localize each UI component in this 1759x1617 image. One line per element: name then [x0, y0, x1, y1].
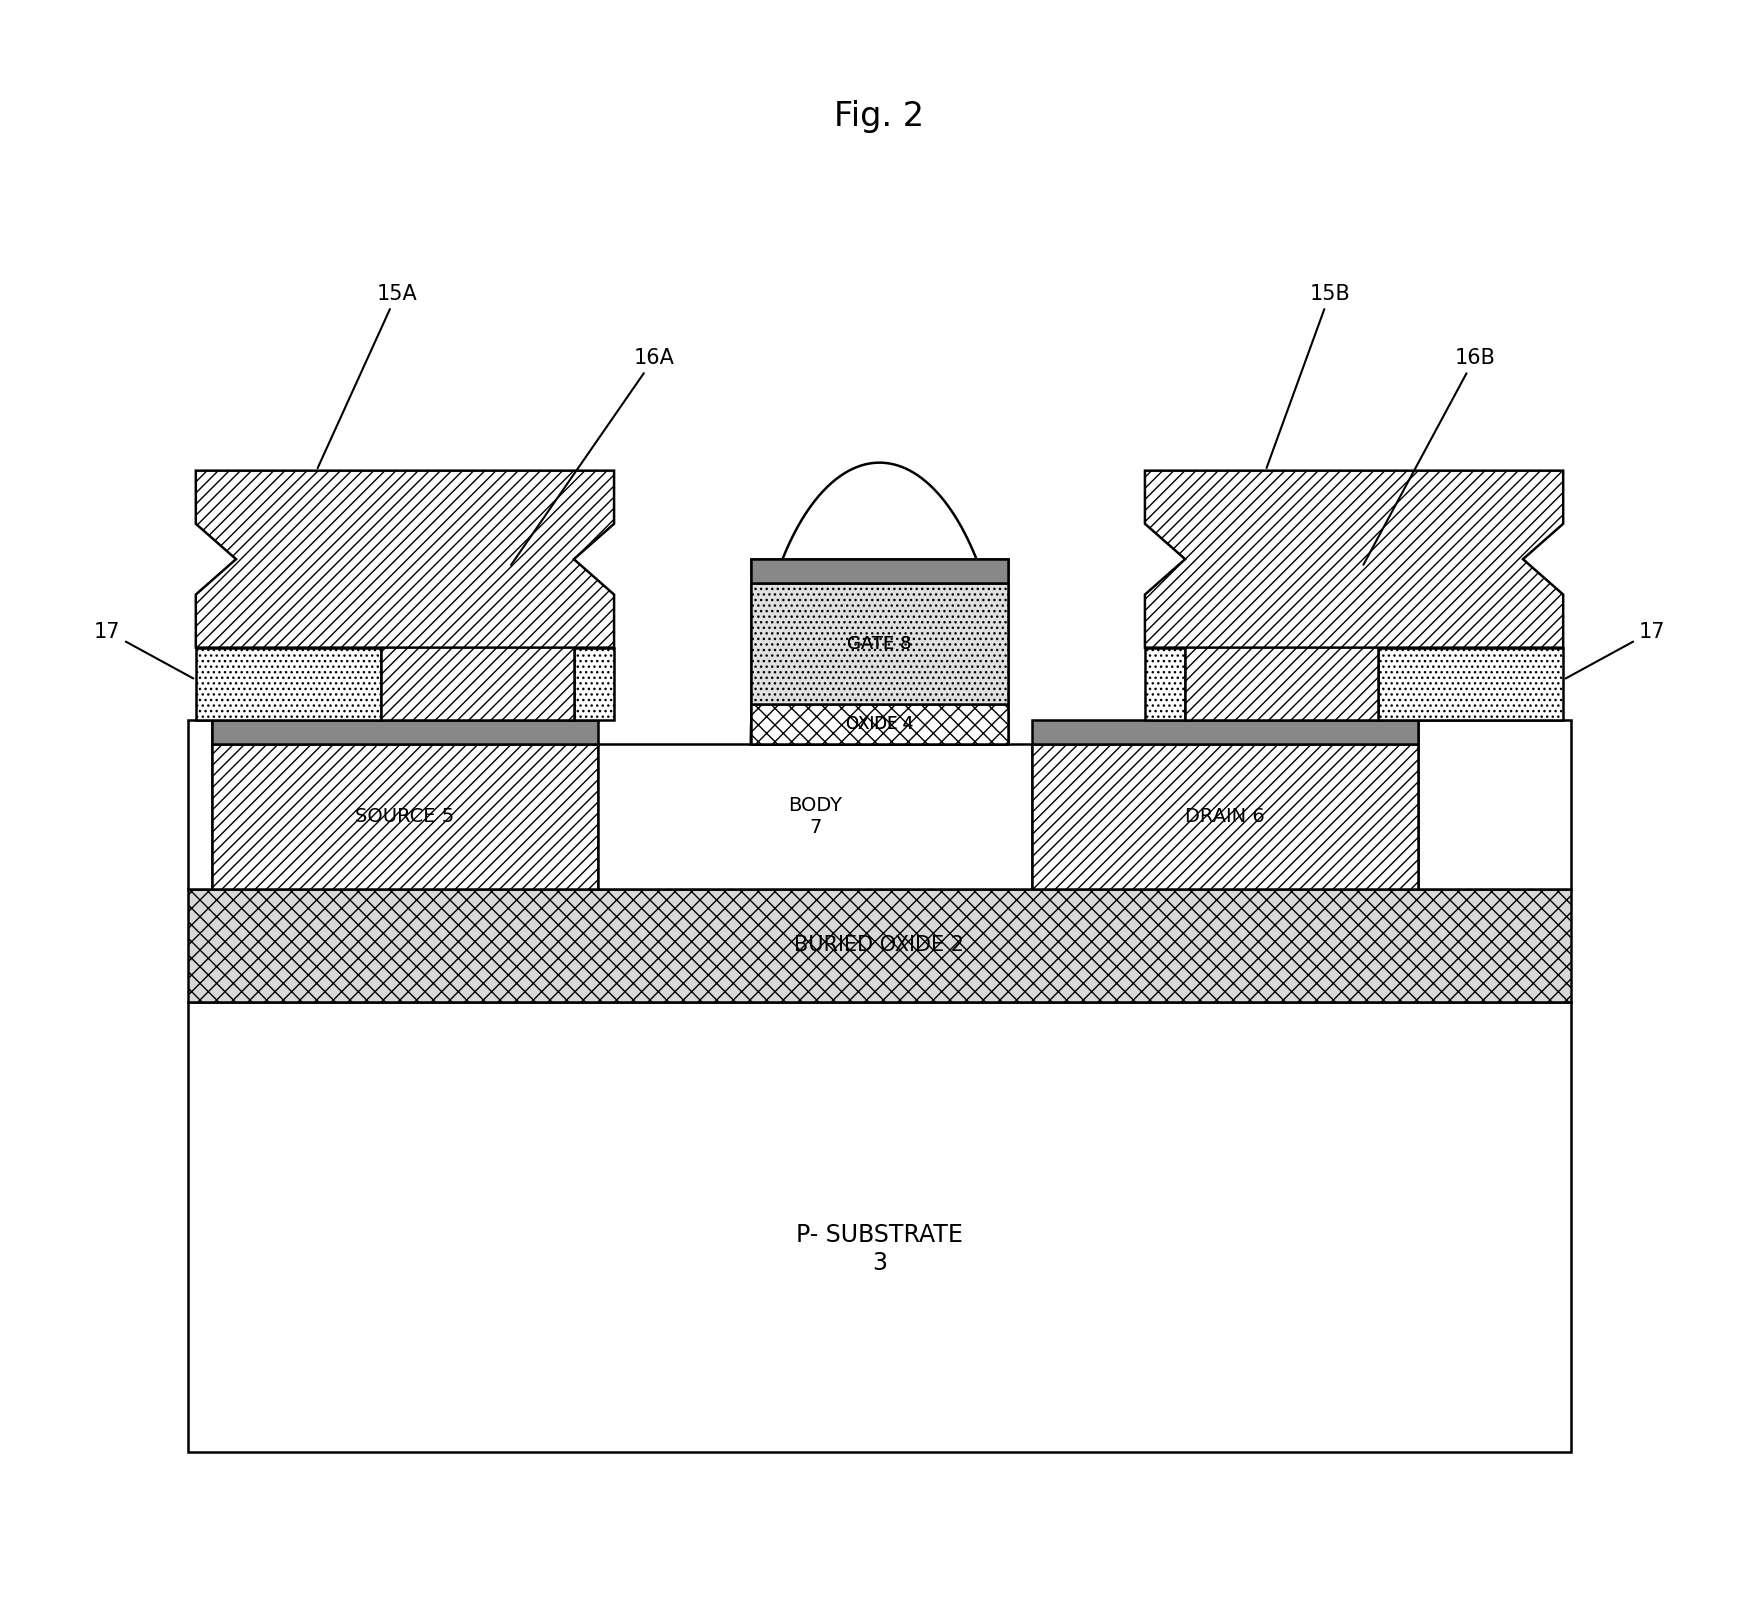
Bar — [188, 1001, 1571, 1452]
Bar — [751, 559, 1008, 584]
Text: BURIED OXIDE 2: BURIED OXIDE 2 — [795, 935, 964, 956]
Bar — [1145, 648, 1186, 720]
Polygon shape — [195, 471, 614, 648]
Text: GATE 8: GATE 8 — [848, 634, 911, 653]
Text: 15A: 15A — [318, 283, 417, 469]
Text: SOURCE 5: SOURCE 5 — [355, 807, 454, 826]
Text: 16A: 16A — [512, 348, 675, 564]
Text: P- SUBSTRATE
3: P- SUBSTRATE 3 — [797, 1224, 962, 1276]
Text: DRAIN 6: DRAIN 6 — [1186, 807, 1265, 826]
Bar — [751, 559, 1008, 584]
Text: GATE 8: GATE 8 — [848, 634, 911, 653]
Polygon shape — [1145, 471, 1564, 648]
Bar — [751, 584, 1008, 703]
Bar — [1033, 720, 1418, 744]
Bar — [751, 703, 1008, 744]
Bar — [1418, 720, 1571, 889]
Text: 17: 17 — [93, 621, 193, 679]
Bar — [195, 648, 380, 720]
Polygon shape — [751, 462, 1008, 744]
Text: 16B: 16B — [1363, 348, 1495, 564]
Bar — [211, 720, 598, 744]
Text: Fig. 2: Fig. 2 — [834, 100, 925, 133]
Text: OXIDE 4: OXIDE 4 — [846, 715, 913, 733]
Text: 17: 17 — [1566, 621, 1666, 679]
Bar — [211, 744, 598, 889]
Text: OXIDE 4: OXIDE 4 — [846, 715, 913, 733]
Bar — [380, 568, 573, 720]
Bar — [751, 584, 1008, 703]
Bar — [188, 720, 211, 889]
Bar — [573, 648, 614, 720]
Text: BODY
7: BODY 7 — [788, 796, 843, 838]
Bar — [1379, 648, 1564, 720]
Text: 15B: 15B — [1266, 283, 1351, 467]
Bar — [751, 703, 1008, 744]
Bar — [598, 744, 1033, 889]
Bar — [188, 889, 1571, 1001]
Bar — [1033, 744, 1418, 889]
Bar — [1186, 568, 1379, 720]
